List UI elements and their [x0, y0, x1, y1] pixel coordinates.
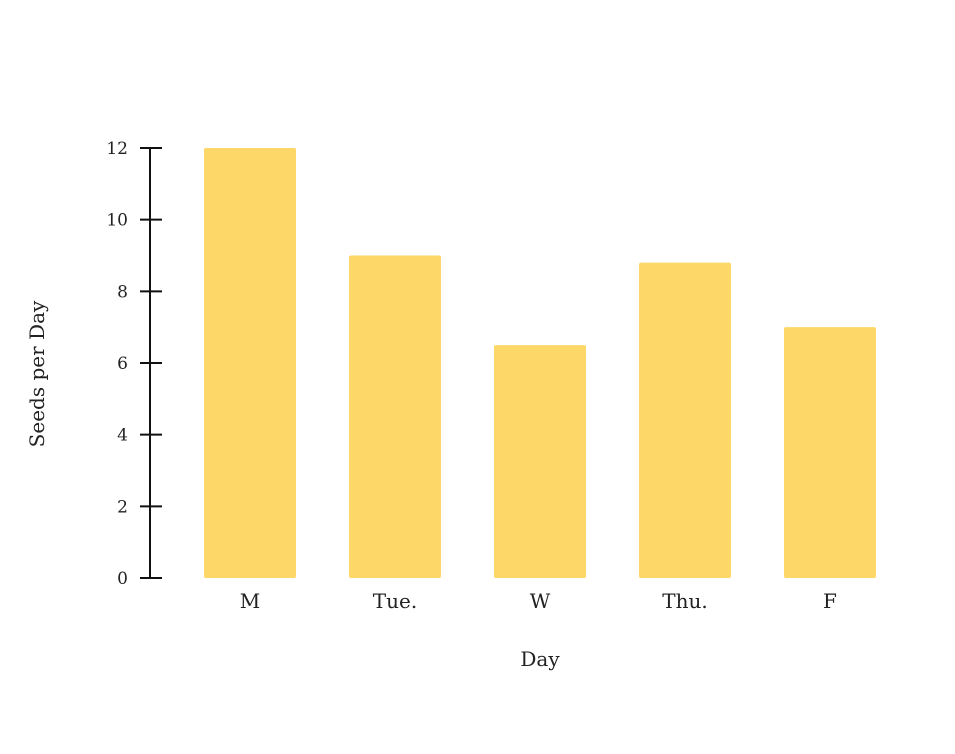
bars-layer [204, 148, 876, 578]
y-axis-title: Seeds per Day [25, 300, 49, 447]
y-axis: 0 2 4 6 8 10 12 [106, 139, 162, 589]
x-tick-label-w: W [530, 589, 551, 613]
x-axis-title: Day [520, 647, 560, 671]
x-tick-label-f: F [823, 589, 837, 613]
y-tick-label-10: 10 [106, 211, 128, 231]
y-tick-label-12: 12 [106, 139, 128, 159]
y-tick-label-0: 0 [117, 569, 128, 589]
y-tick-label-8: 8 [117, 282, 128, 302]
bar-f [784, 327, 876, 578]
x-tick-label-thu: Thu. [662, 589, 707, 613]
bar-tue [349, 255, 441, 578]
y-tick-label-6: 6 [117, 354, 128, 374]
x-tick-label-m: M [240, 589, 260, 613]
x-axis-labels: M Tue. W Thu. F [240, 589, 837, 613]
bar-thu [639, 262, 731, 578]
y-tick-label-4: 4 [117, 426, 128, 446]
bar-w [494, 345, 586, 578]
bar-m [204, 148, 296, 578]
y-tick-label-2: 2 [117, 497, 128, 517]
x-tick-label-tue: Tue. [373, 589, 417, 613]
